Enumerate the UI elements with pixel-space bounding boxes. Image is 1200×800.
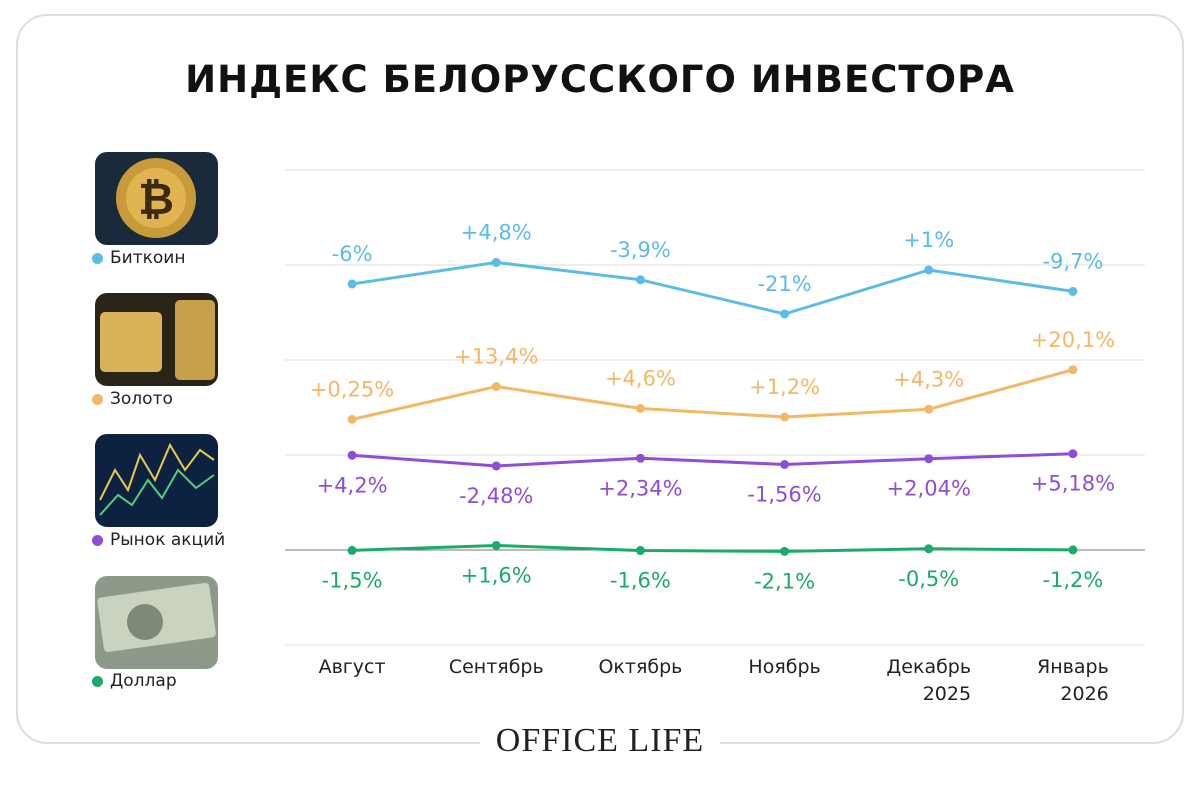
legend-entry: Доллар bbox=[92, 671, 177, 691]
legend-entry: Рынок акций bbox=[92, 530, 225, 550]
data-label: -1,56% bbox=[747, 482, 821, 506]
data-label: -1,6% bbox=[610, 569, 671, 593]
data-label: +4,2% bbox=[317, 473, 388, 497]
data-label: -1,5% bbox=[322, 568, 383, 592]
x-tick-label: Декабрь 2025 bbox=[886, 656, 972, 705]
data-point bbox=[1068, 449, 1078, 459]
data-label: +20,1% bbox=[1031, 328, 1115, 352]
data-label: +4,8% bbox=[461, 220, 532, 244]
series-line bbox=[351, 260, 1074, 316]
data-label: +4,3% bbox=[893, 367, 964, 391]
legend-label: Золото bbox=[110, 389, 173, 409]
legend-entry: Золото bbox=[92, 389, 173, 409]
legend-label: Рынок акций bbox=[110, 530, 226, 550]
legend-swatch bbox=[92, 534, 103, 546]
data-point bbox=[347, 450, 357, 460]
data-point bbox=[491, 461, 501, 471]
grid bbox=[285, 169, 1145, 646]
data-point bbox=[924, 265, 934, 275]
data-point bbox=[780, 459, 790, 469]
x-tick-label: Ноябрь bbox=[748, 656, 821, 678]
legend-swatch bbox=[92, 252, 103, 264]
data-point bbox=[1068, 545, 1078, 555]
svg-text:₿: ₿ bbox=[138, 174, 174, 225]
data-point bbox=[491, 257, 501, 267]
data-point bbox=[491, 540, 501, 550]
data-label: -6% bbox=[332, 242, 373, 266]
data-point bbox=[924, 404, 934, 414]
series-line bbox=[352, 543, 1073, 553]
x-tick-label: Август bbox=[318, 656, 386, 678]
data-label: +1,6% bbox=[461, 563, 532, 587]
data-label: +2,04% bbox=[887, 477, 971, 501]
x-tick-label: Сентябрь bbox=[448, 656, 544, 678]
data-point bbox=[347, 279, 357, 289]
stocks-icon bbox=[95, 434, 218, 527]
data-label: -2,1% bbox=[754, 569, 815, 593]
gold-icon bbox=[95, 293, 218, 386]
data-point bbox=[1068, 286, 1078, 296]
series-line bbox=[351, 452, 1073, 468]
legend-label: Биткоин bbox=[110, 248, 186, 268]
legend-swatch bbox=[92, 393, 103, 405]
data-point bbox=[635, 275, 645, 285]
data-label: +1,2% bbox=[749, 375, 820, 399]
data-point bbox=[635, 546, 645, 556]
data-label: +0,25% bbox=[310, 377, 394, 401]
data-point bbox=[635, 404, 645, 413]
data-point bbox=[635, 453, 645, 463]
bitcoin-icon: ₿ bbox=[95, 152, 218, 245]
data-label: -0,5% bbox=[898, 567, 959, 591]
legend-swatch bbox=[92, 675, 103, 687]
dollar-icon bbox=[95, 576, 218, 669]
data-point bbox=[491, 382, 501, 391]
legend-label: Доллар bbox=[110, 671, 177, 691]
data-point bbox=[924, 454, 934, 464]
x-tick-label: Октябрь bbox=[598, 656, 683, 678]
data-label: -21% bbox=[757, 272, 811, 296]
data-point bbox=[780, 412, 790, 422]
data-label: -2,48% bbox=[459, 484, 533, 508]
legend-entry: Биткоин bbox=[92, 248, 185, 268]
data-point bbox=[780, 546, 790, 556]
data-label: +2,34% bbox=[598, 476, 682, 500]
data-point bbox=[1068, 365, 1078, 375]
data-point bbox=[347, 545, 357, 555]
data-label: -1,2% bbox=[1042, 568, 1103, 592]
data-point bbox=[347, 414, 357, 424]
data-label: +5,18% bbox=[1031, 472, 1115, 496]
data-label: +4,6% bbox=[605, 367, 676, 391]
series-line bbox=[351, 368, 1074, 421]
data-point bbox=[924, 544, 934, 554]
data-label: +1% bbox=[903, 228, 954, 252]
data-label: +13,4% bbox=[454, 345, 538, 369]
data-label: -3,9% bbox=[610, 238, 671, 262]
footer-logo: OFFICE LIFE bbox=[480, 722, 720, 760]
chart-title: ИНДЕКС БЕЛОРУССКОГО ИНВЕСТОРА bbox=[185, 58, 1015, 101]
data-label: -9,7% bbox=[1042, 249, 1103, 273]
data-point bbox=[780, 309, 790, 319]
x-tick-label: Январь 2026 bbox=[1037, 656, 1109, 705]
